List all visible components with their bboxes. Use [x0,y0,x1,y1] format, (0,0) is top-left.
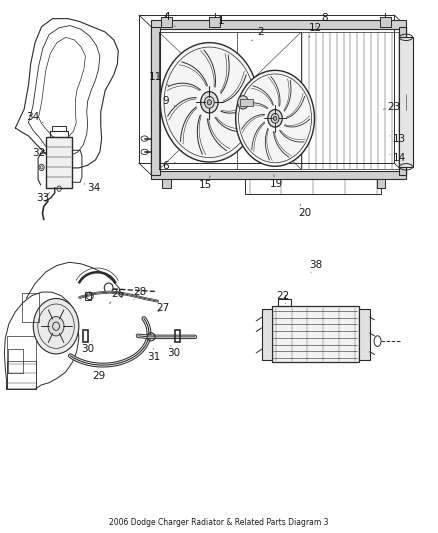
Text: 30: 30 [167,345,180,358]
Bar [151,27,160,175]
Ellipse shape [273,116,277,120]
Bar [50,131,68,137]
Ellipse shape [48,317,64,336]
Bar [151,171,406,179]
Bar [8,349,23,373]
Text: 11: 11 [149,72,169,85]
Bar [151,20,406,29]
Bar [22,293,39,322]
Bar [377,179,385,188]
Text: 34: 34 [26,112,43,123]
Bar [7,361,36,389]
Text: 31: 31 [148,349,161,362]
Bar [272,306,359,362]
Text: 8: 8 [315,13,328,27]
Text: 4: 4 [163,12,175,27]
Bar [46,137,72,188]
Text: 6: 6 [162,161,175,171]
Text: 27: 27 [157,303,170,313]
Ellipse shape [33,298,79,354]
Text: 12: 12 [309,23,322,37]
Text: 23: 23 [383,102,401,111]
Ellipse shape [201,92,218,113]
Ellipse shape [160,43,258,162]
Bar [85,292,91,300]
Text: 26: 26 [110,289,124,304]
Bar [278,299,291,306]
Bar [209,17,220,27]
Bar [262,309,272,360]
Text: 15: 15 [199,176,212,190]
Text: 38: 38 [310,260,323,273]
Text: 30: 30 [81,341,94,354]
Bar [175,330,180,342]
Text: 33: 33 [36,192,49,203]
Bar [240,99,253,106]
Ellipse shape [207,100,212,105]
Text: 9: 9 [162,96,176,107]
Text: 32: 32 [32,148,45,158]
Bar [7,336,36,389]
Ellipse shape [268,109,282,127]
Bar [83,330,88,342]
Bar [380,17,391,27]
Text: 29: 29 [92,365,105,381]
Text: 13: 13 [390,134,406,143]
Bar [399,37,413,167]
Bar [399,27,406,175]
Text: 28: 28 [134,287,147,300]
Text: 1: 1 [215,17,225,29]
Ellipse shape [236,70,314,166]
Text: 14: 14 [390,154,406,163]
Bar [161,17,172,27]
Text: 19: 19 [269,175,283,189]
Text: 2: 2 [252,27,264,41]
Text: 22: 22 [276,291,289,304]
Text: 34: 34 [84,183,101,192]
Bar [162,179,171,188]
Bar [359,309,370,360]
Text: 2006 Dodge Charger Radiator & Related Parts Diagram 3: 2006 Dodge Charger Radiator & Related Pa… [109,518,329,527]
Ellipse shape [238,95,249,109]
Text: 20: 20 [298,204,311,218]
Bar [52,126,66,131]
